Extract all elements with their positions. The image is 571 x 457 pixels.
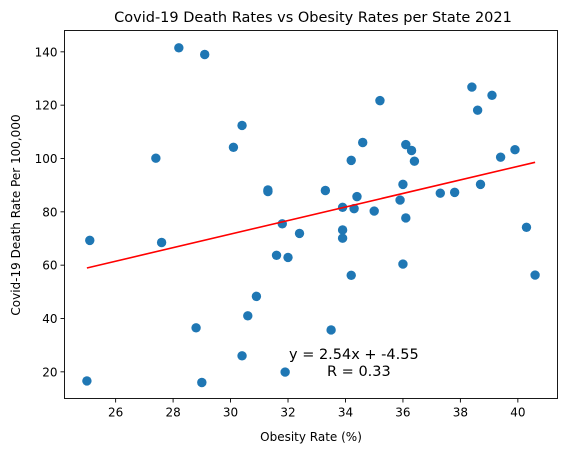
x-tick-label: 26	[108, 406, 123, 420]
data-point	[280, 367, 290, 377]
data-point	[294, 228, 305, 239]
data-point	[449, 187, 460, 198]
data-point	[346, 155, 356, 166]
regression-line	[86, 161, 536, 269]
plot-frame	[64, 30, 558, 399]
y-tick-label: 100	[35, 152, 58, 166]
data-point	[283, 252, 293, 263]
data-point	[237, 120, 247, 131]
data-point	[398, 259, 408, 269]
data-point	[521, 222, 532, 232]
data-point	[156, 237, 167, 248]
data-point	[228, 142, 239, 152]
data-point	[472, 105, 483, 115]
data-point	[495, 152, 506, 162]
data-point	[243, 311, 253, 321]
data-point	[510, 145, 520, 155]
x-axis: 26 28 30 32 34 36 38 40	[108, 398, 525, 420]
data-point	[337, 233, 348, 243]
data-point	[346, 270, 356, 280]
data-point	[251, 291, 262, 302]
x-tick-label: 30	[223, 406, 238, 420]
x-tick-label: 40	[510, 406, 525, 420]
data-point	[467, 82, 477, 92]
y-tick-label: 20	[42, 365, 57, 379]
x-tick-label: 28	[165, 406, 180, 420]
x-tick-label: 36	[395, 406, 410, 420]
data-point	[398, 179, 408, 190]
data-point	[401, 213, 411, 223]
data-point	[369, 206, 379, 216]
data-point	[530, 270, 540, 280]
data-point	[475, 179, 486, 190]
data-point	[82, 376, 92, 386]
data-point	[435, 188, 445, 198]
data-point	[401, 139, 411, 150]
plot-area	[82, 43, 540, 388]
data-point	[409, 156, 420, 166]
data-point	[151, 153, 161, 163]
y-tick-label: 80	[42, 205, 57, 219]
data-point	[197, 377, 207, 388]
data-point	[191, 323, 201, 333]
data-point	[337, 225, 348, 235]
data-point	[406, 145, 417, 156]
y-axis: 20 40 60 80 100 120 140	[35, 45, 65, 379]
data-point	[200, 49, 210, 60]
data-point	[352, 191, 362, 202]
x-axis-label: Obesity Rate (%)	[260, 430, 362, 444]
correlation-coefficient: R = 0.33	[327, 364, 391, 380]
y-tick-label: 120	[35, 99, 58, 113]
data-point	[263, 186, 273, 197]
y-tick-label: 40	[42, 312, 57, 326]
data-point	[358, 137, 368, 148]
y-tick-label: 140	[35, 45, 58, 59]
chart-title: Covid-19 Death Rates vs Obesity Rates pe…	[114, 10, 512, 26]
data-point	[487, 90, 497, 101]
data-point	[174, 43, 184, 53]
x-tick-label: 34	[338, 406, 353, 420]
y-axis-label: Covid-19 Death Rate Per 100,000	[9, 114, 23, 315]
data-point	[85, 235, 95, 246]
regression-equation: y = 2.54x + -4.55	[289, 347, 419, 363]
y-tick-label: 60	[42, 259, 57, 273]
data-point	[395, 195, 405, 205]
x-tick-label: 38	[453, 406, 468, 420]
data-point	[326, 325, 336, 335]
data-point	[320, 185, 331, 196]
data-point	[271, 250, 282, 260]
data-point	[375, 95, 385, 106]
data-point	[237, 351, 247, 361]
x-tick-label: 32	[280, 406, 295, 420]
